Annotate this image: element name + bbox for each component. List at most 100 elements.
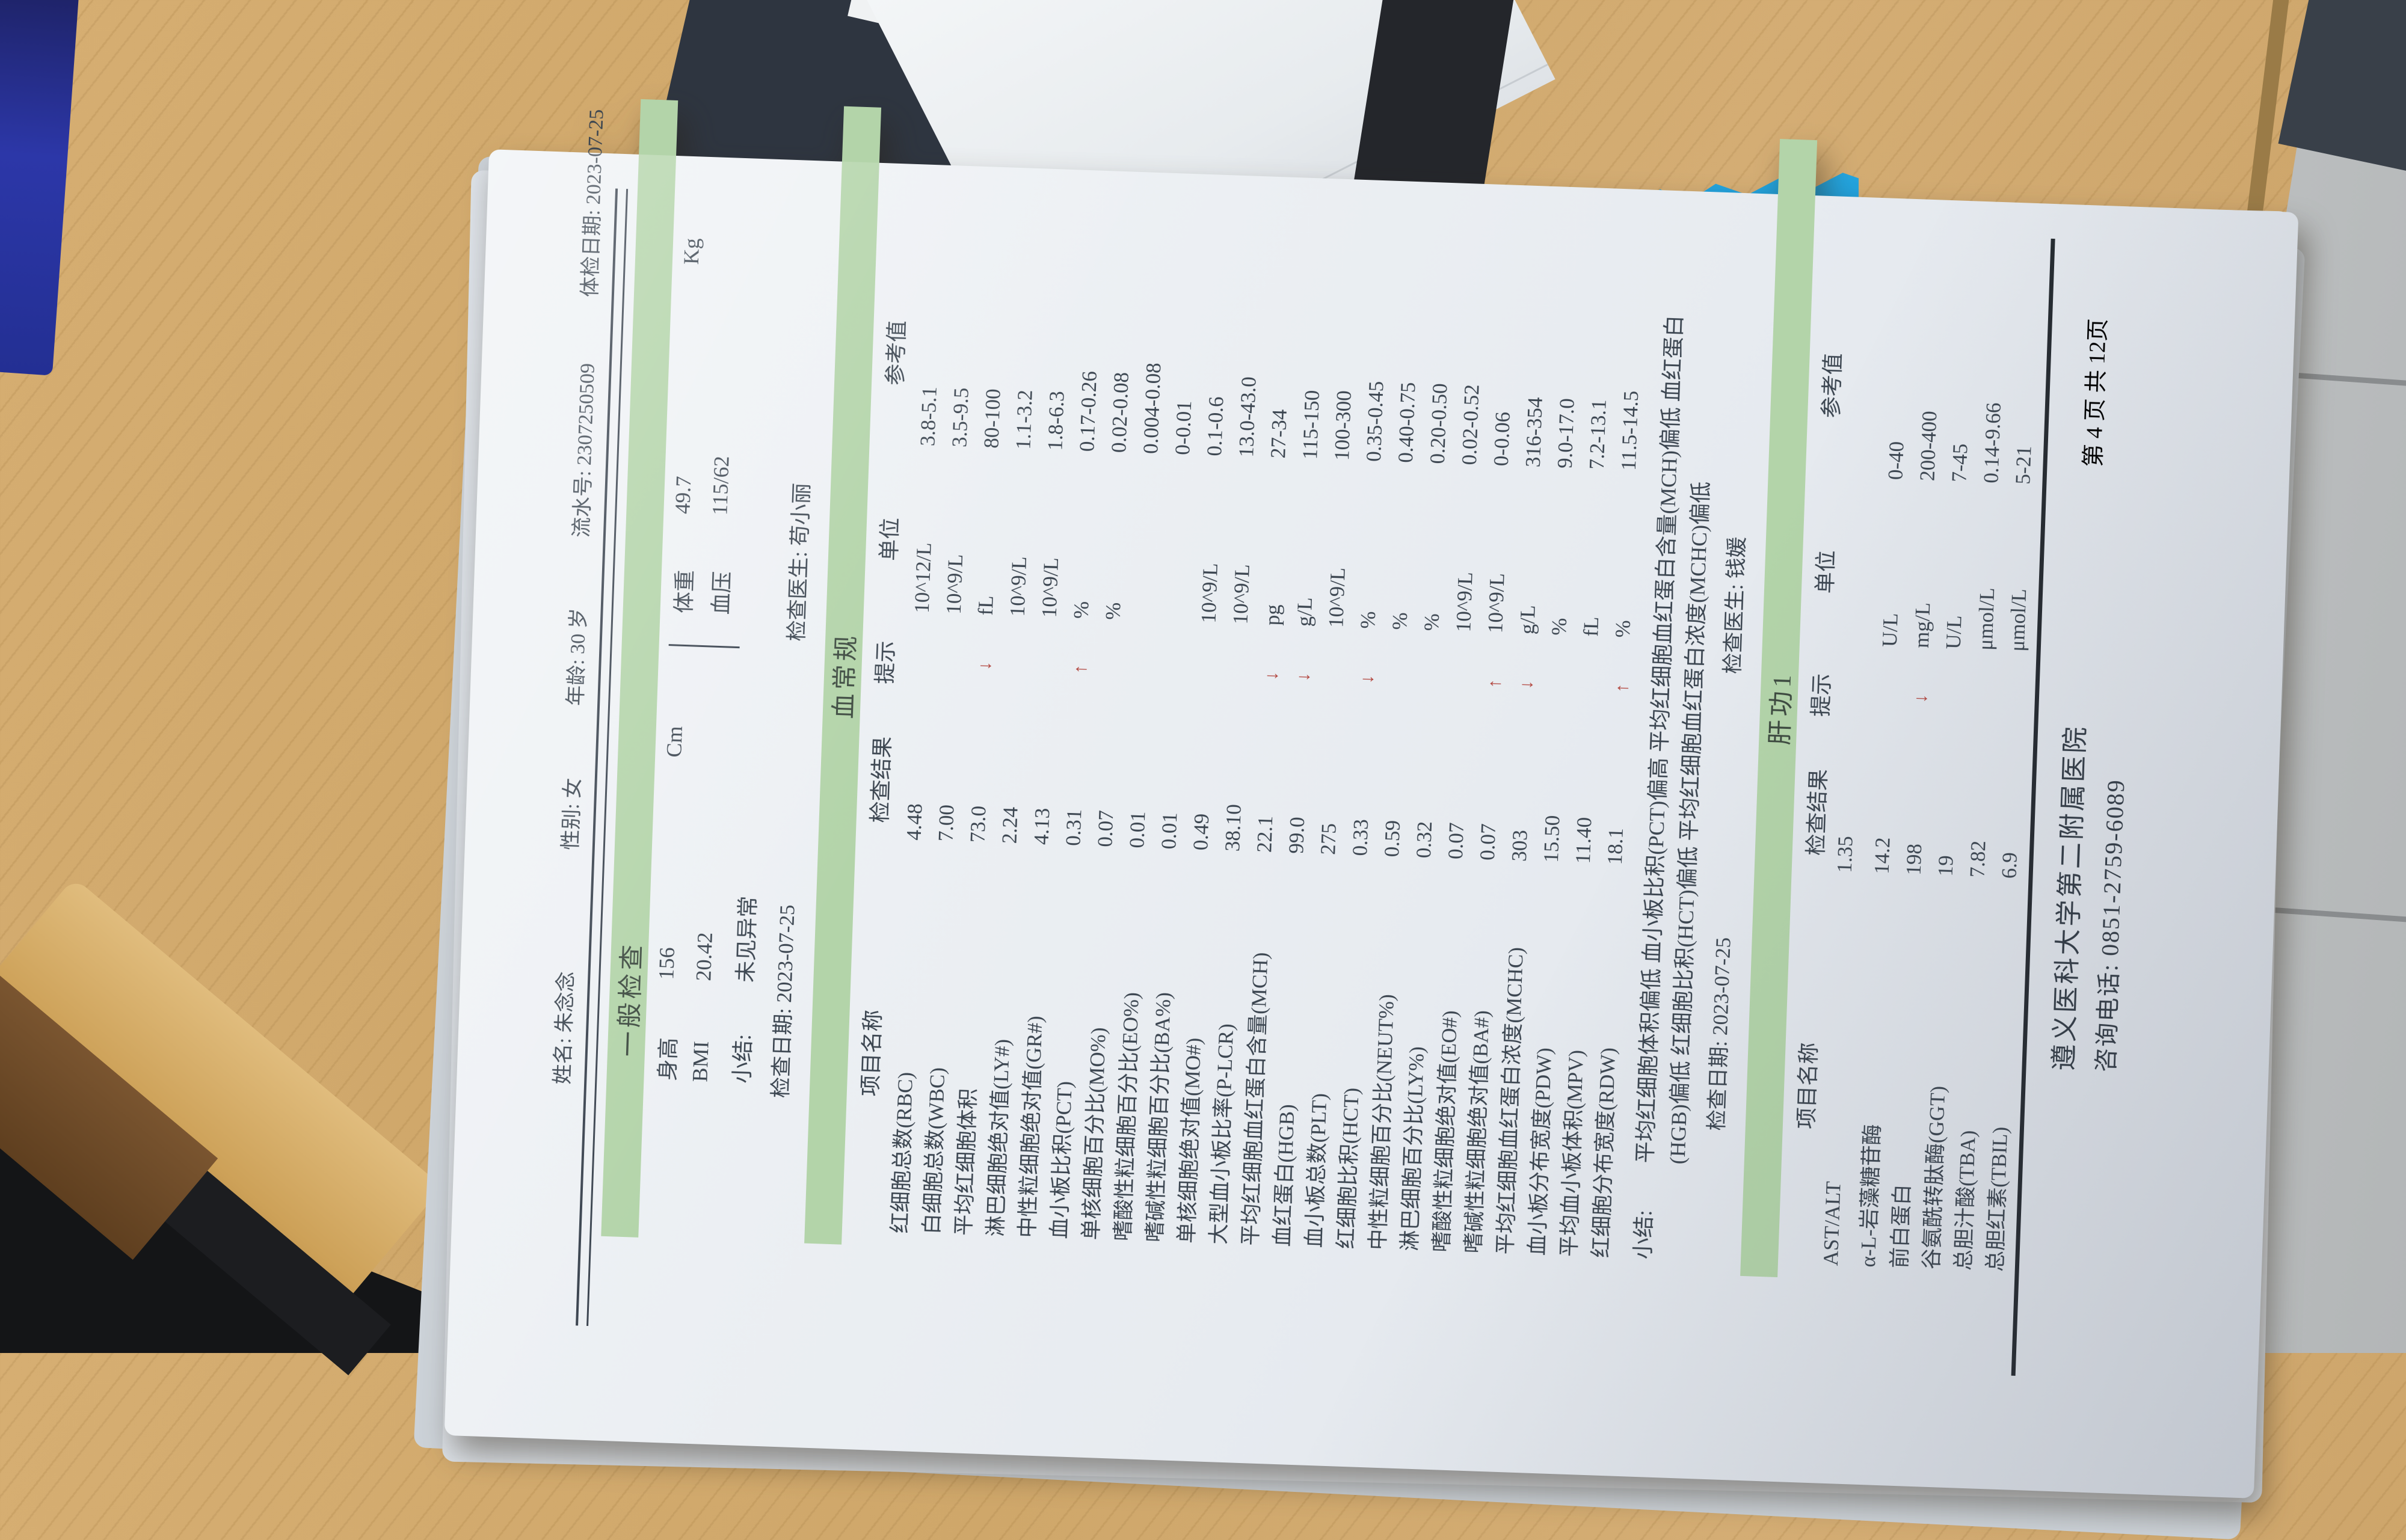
reference-range: 7-45: [1947, 443, 1972, 483]
unit: %: [1420, 613, 1444, 631]
result-value: 19: [1933, 854, 1958, 877]
unit: μmol/L: [1973, 587, 1999, 651]
reference-range: 1.8-6.3: [1043, 390, 1069, 451]
result-value: 7.00: [934, 804, 959, 842]
unit: 10^9/L: [1037, 557, 1063, 618]
col-reference: 参考值: [882, 320, 909, 386]
flag-arrow: [1021, 631, 1024, 704]
flag-arrow: ↓: [1293, 672, 1314, 682]
reference-range: 316-354: [1521, 396, 1547, 468]
result-value: 1.35: [1832, 835, 1857, 874]
unit: %: [1069, 601, 1094, 619]
result-value: 15.50: [1539, 815, 1565, 864]
reference-range: 115-150: [1298, 390, 1325, 460]
height-value: 156: [654, 946, 680, 980]
flag-arrow: [1117, 634, 1119, 707]
flag-arrow: [1053, 632, 1056, 704]
col-result: 检查结果: [1803, 768, 1831, 856]
result-value: 0.32: [1412, 821, 1437, 859]
weight-value: 49.7: [670, 476, 696, 515]
col-unit: 单位: [1812, 550, 1839, 594]
result-value: 22.1: [1252, 815, 1278, 853]
page-number: 第 4 页 共 12页: [2081, 318, 2112, 468]
result-value: 14.2: [1869, 836, 1895, 875]
reference-range: 0.02-0.08: [1107, 372, 1133, 453]
result-value: 275: [1316, 823, 1341, 856]
unit: [1151, 461, 1157, 636]
unit: %: [1388, 612, 1412, 631]
result-value: 0.33: [1348, 818, 1373, 857]
unit: %: [1356, 610, 1380, 630]
reference-range: 0-0.01: [1171, 400, 1196, 456]
result-value: 18.1: [1602, 827, 1628, 865]
flag-arrow: ↓: [1910, 693, 1931, 704]
col-flag: 提示: [1808, 673, 1835, 717]
photo-of-lab-report: { "colors":{"green_bar":"#b3d4a9","flag_…: [0, 0, 2406, 1353]
blue-folder: [0, 0, 80, 376]
result-value: 0.31: [1061, 808, 1086, 847]
reference-range: 100-300: [1330, 390, 1356, 461]
unit: U/L: [1941, 615, 1966, 650]
patient-sex: 性别: 女: [559, 778, 585, 851]
unit: 10^9/L: [1324, 567, 1350, 628]
result-value: 198: [1901, 843, 1927, 876]
result-value: 7.82: [1965, 840, 1990, 878]
flag-arrow: [1894, 661, 1896, 734]
flag-arrow: [1856, 660, 1859, 732]
result-value: 4.13: [1029, 807, 1054, 845]
result-value: 0.07: [1444, 822, 1469, 860]
result-value: 0.07: [1093, 809, 1118, 848]
result-value: 11.40: [1571, 817, 1596, 864]
flag-arrow: ↓: [1357, 674, 1377, 684]
unit: %: [1547, 617, 1572, 636]
report-content: 姓名: 朱念念 性别: 女 年龄: 30 岁 流水号: 2307250509 体…: [540, 99, 2044, 1327]
reference-range: 0.17-0.26: [1075, 370, 1101, 452]
flag-arrow: [1244, 639, 1246, 711]
section-title: 肝功1: [1766, 670, 1797, 746]
flag-arrow: [1435, 646, 1438, 718]
result-value: 0.07: [1475, 823, 1501, 861]
result-value: 303: [1507, 829, 1532, 862]
result-value: 2.24: [997, 806, 1023, 844]
unit: 10^9/L: [1228, 563, 1254, 625]
flag-arrow: [2021, 666, 2023, 738]
unit: 10^9/L: [1196, 562, 1222, 624]
section-title: 一般检查: [615, 940, 647, 1057]
reference-range: 3.8-5.1: [915, 386, 941, 447]
unit: 10^9/L: [941, 553, 968, 615]
flag-arrow: ↑: [1070, 664, 1091, 675]
flag-arrow: [1467, 647, 1469, 719]
unit: %: [1101, 601, 1125, 621]
bp-label: 血压: [709, 571, 734, 615]
unit: U/L: [1877, 612, 1903, 648]
flag-arrow: [1957, 664, 1960, 736]
reference-range: [1865, 287, 1872, 486]
height-label: 身高: [655, 1037, 681, 1082]
weight-label: 体重: [671, 569, 698, 614]
reference-range: 0.14-9.66: [1979, 402, 2006, 484]
col-unit: 单位: [876, 517, 903, 562]
flag-arrow: [1595, 651, 1597, 723]
unit: mg/L: [1909, 602, 1935, 649]
flag-arrow: [1563, 650, 1565, 722]
reference-range: 7.2-13.1: [1584, 399, 1611, 470]
summary-label: 小结:: [1631, 1209, 1657, 1260]
result-value: 0.01: [1157, 812, 1182, 850]
unit: %: [1611, 619, 1635, 639]
reference-range: 1.1-3.2: [1011, 389, 1037, 450]
unit: fL: [1579, 616, 1604, 637]
unit: pg: [1260, 604, 1285, 626]
reference-range: 3.5-9.5: [947, 387, 973, 448]
report-page: 姓名: 朱念念 性别: 女 年龄: 30 岁 流水号: 2307250509 体…: [444, 99, 2299, 1499]
flag-arrow: ↓: [974, 661, 995, 671]
reference-range: 13.0-43.0: [1234, 376, 1261, 458]
col-reference: 参考值: [1819, 352, 1845, 419]
result-value: 4.48: [902, 803, 927, 841]
flag-arrow: [926, 628, 928, 700]
flag-arrow: [1403, 645, 1406, 717]
reference-range: 0-0.06: [1489, 411, 1515, 467]
flag-arrow: ↓: [1261, 670, 1282, 681]
section-title: 血常规: [830, 631, 861, 720]
check-date: 检查日期: 2023-07-25: [769, 904, 799, 1099]
reference-range: 0.20-0.50: [1425, 382, 1452, 465]
